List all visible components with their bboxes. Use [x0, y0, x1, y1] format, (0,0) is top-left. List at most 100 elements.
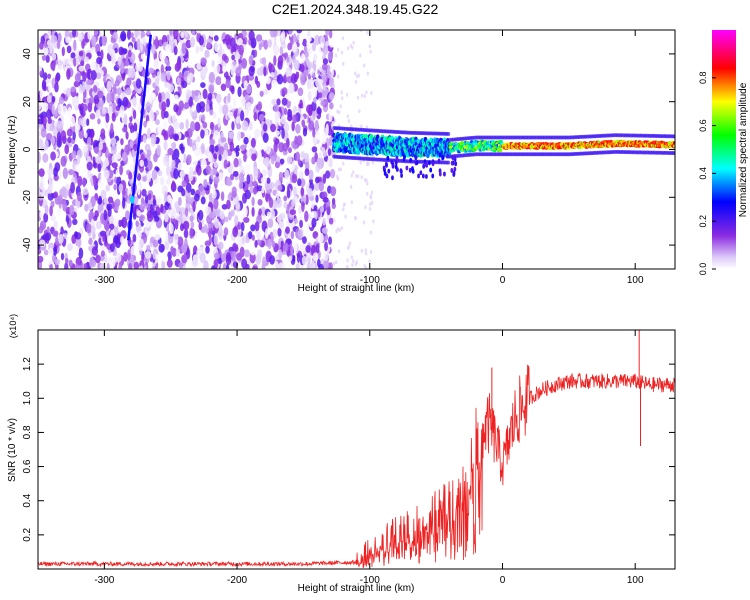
noise-cell	[59, 176, 66, 188]
noise-cell	[118, 183, 124, 193]
noise-cell	[56, 120, 63, 129]
noise-cell	[260, 162, 265, 169]
noise-cell	[260, 206, 266, 216]
noise-cell	[243, 136, 249, 145]
noise-cell	[44, 139, 49, 150]
noise-cell	[120, 111, 125, 119]
noise-cell	[200, 129, 205, 139]
noise-cell	[39, 211, 43, 219]
noise-cell	[320, 205, 325, 213]
noise-cell	[78, 50, 84, 57]
noise-cell	[90, 128, 95, 139]
noise-cell	[347, 119, 351, 124]
snr-x-label: Height of straight line (km)	[298, 583, 415, 594]
noise-cell	[360, 124, 363, 129]
signal-droop	[414, 155, 418, 161]
colorbar-tick-label: 0.0	[698, 263, 708, 276]
noise-cell	[254, 240, 258, 248]
noise-cell	[67, 243, 73, 252]
noise-cell	[274, 110, 281, 120]
noise-cell	[82, 71, 87, 82]
noise-cell	[267, 238, 272, 250]
noise-cell	[295, 123, 301, 134]
noise-cell	[312, 129, 316, 138]
noise-cell	[358, 109, 361, 114]
noise-cell	[130, 245, 137, 256]
noise-cell	[368, 206, 372, 211]
snr-x-axis: -300 -200 -100 0 100	[94, 330, 644, 586]
noise-cell	[279, 158, 285, 165]
noise-cell	[95, 220, 102, 230]
signal-droop	[454, 161, 458, 167]
noise-cell	[287, 147, 292, 154]
noise-cell	[189, 138, 193, 148]
noise-cell	[291, 160, 296, 172]
noise-cell	[207, 92, 213, 101]
signal-droop	[405, 165, 409, 171]
noise-cell	[153, 58, 159, 69]
signal-droop	[422, 163, 426, 169]
noise-cell	[302, 38, 308, 47]
noise-cell	[200, 69, 207, 77]
noise-cell	[209, 138, 216, 146]
noise-cell	[200, 158, 207, 170]
noise-cell	[208, 71, 215, 84]
noise-cell	[137, 102, 142, 113]
noise-cell	[230, 64, 235, 76]
noise-cell	[271, 240, 276, 248]
noise-cell	[356, 174, 360, 179]
noise-cell	[140, 52, 146, 60]
noise-cell	[213, 130, 220, 139]
noise-cell	[336, 47, 340, 52]
noise-cell	[245, 101, 252, 112]
noise-cell	[335, 229, 338, 234]
noise-cell	[98, 195, 102, 205]
noise-cell	[174, 62, 181, 72]
noise-cell	[66, 45, 72, 54]
noise-cell	[324, 233, 329, 242]
noise-cell	[192, 200, 196, 212]
noise-cell	[322, 63, 328, 71]
noise-cell	[194, 89, 199, 97]
noise-cell	[127, 49, 132, 58]
noise-cell	[38, 226, 44, 234]
signal-droop	[391, 175, 394, 181]
noise-cell	[125, 87, 132, 96]
signal-droop	[400, 173, 403, 178]
noise-cell	[130, 32, 134, 38]
noise-cell	[90, 61, 97, 71]
noise-cell	[167, 83, 175, 93]
noise-cell	[75, 56, 80, 67]
noise-cell	[169, 30, 173, 36]
noise-cell	[128, 262, 133, 269]
noise-cell	[277, 227, 282, 237]
noise-cell	[172, 133, 179, 141]
noise-cell	[315, 194, 319, 203]
noise-cell	[306, 61, 313, 69]
noise-cell	[306, 261, 312, 269]
noise-cell	[339, 167, 343, 172]
noise-cell	[178, 215, 183, 224]
noise-cell	[329, 168, 336, 179]
noise-cell	[285, 66, 292, 79]
noise-cell	[153, 153, 158, 163]
noise-cell	[238, 44, 244, 56]
noise-cell	[47, 117, 52, 124]
noise-cell	[328, 92, 335, 101]
noise-cell	[104, 157, 109, 168]
noise-cell	[204, 129, 209, 138]
noise-cell	[296, 30, 303, 34]
noise-cell	[248, 65, 255, 77]
noise-cell	[183, 103, 190, 110]
noise-cell	[69, 204, 75, 216]
noise-cell	[198, 184, 204, 193]
noise-cell	[190, 221, 195, 229]
noise-cell	[195, 30, 203, 34]
noise-cell	[334, 260, 338, 265]
noise-cell	[360, 93, 364, 98]
noise-cell	[261, 186, 265, 194]
noise-cell	[263, 66, 267, 77]
noise-cell	[39, 50, 45, 57]
noise-cell	[323, 259, 330, 269]
noise-cell	[199, 44, 204, 52]
